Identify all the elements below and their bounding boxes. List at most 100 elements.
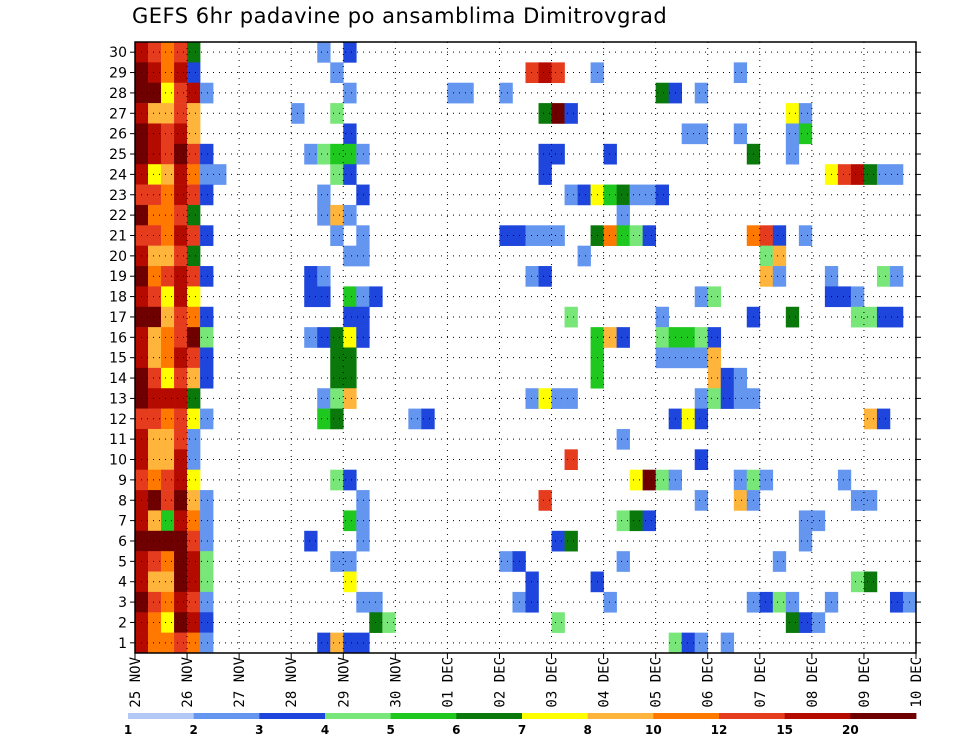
heatmap-cell <box>317 266 330 287</box>
heatmap-cell <box>695 348 708 369</box>
heatmap-cell <box>786 144 799 165</box>
heatmap-cell <box>356 286 369 307</box>
x-tick-label: 02 DEC <box>492 657 508 708</box>
heatmap-cell <box>161 286 174 307</box>
heatmap-cell <box>721 368 734 389</box>
heatmap-cell <box>174 185 187 206</box>
heatmap-cell <box>174 83 187 104</box>
heatmap-cell <box>786 103 799 124</box>
y-tick-label: 15 <box>109 351 127 367</box>
colorbar-swatch <box>522 713 588 719</box>
heatmap-cell <box>526 62 539 83</box>
y-tick-label: 11 <box>109 432 127 448</box>
y-tick-label: 16 <box>109 330 127 346</box>
heatmap-cell <box>161 185 174 206</box>
heatmap-cell <box>643 185 656 206</box>
heatmap-cell <box>552 103 565 124</box>
heatmap-cell <box>174 612 187 633</box>
heatmap-cell <box>864 307 877 328</box>
colorbar-swatch <box>456 713 522 719</box>
heatmap-cell <box>799 612 812 633</box>
heatmap-cell <box>565 103 578 124</box>
heatmap-cell <box>330 103 343 124</box>
colorbar-label: 8 <box>583 723 591 737</box>
heatmap-cell <box>200 633 213 654</box>
heatmap-cell <box>799 510 812 531</box>
heatmap-cell <box>552 388 565 409</box>
heatmap-cell <box>161 449 174 470</box>
heatmap-cell <box>695 409 708 430</box>
heatmap-cell <box>552 144 565 165</box>
heatmap-cell <box>330 470 343 491</box>
y-tick-label: 14 <box>109 371 127 387</box>
heatmap-cell <box>174 368 187 389</box>
heatmap-cell <box>604 592 617 613</box>
heatmap-cell <box>161 592 174 613</box>
heatmap-cell <box>565 307 578 328</box>
heatmap-cell <box>330 348 343 369</box>
heatmap-cell <box>799 531 812 552</box>
heatmap-cell <box>330 225 343 246</box>
colorbar-label: 15 <box>776 723 793 737</box>
x-tick-label: 06 DEC <box>701 657 717 708</box>
heatmap-cell <box>330 551 343 572</box>
y-tick-label: 3 <box>118 595 127 611</box>
x-tick-label: 30 NOV <box>388 656 404 707</box>
x-tick-label: 25 NOV <box>128 656 144 707</box>
heatmap-cell <box>643 510 656 531</box>
heatmap-cell <box>630 470 643 491</box>
heatmap-cell <box>174 449 187 470</box>
heatmap-cell <box>161 490 174 511</box>
heatmap-cell <box>356 185 369 206</box>
colorbar-swatch <box>194 713 260 719</box>
heatmap-cell <box>200 409 213 430</box>
heatmap-cell <box>174 246 187 267</box>
heatmap-cell <box>786 307 799 328</box>
colorbar-swatch <box>325 713 391 719</box>
colorbar-swatch <box>588 713 654 719</box>
heatmap-cell <box>200 348 213 369</box>
y-tick-label: 4 <box>118 575 127 591</box>
heatmap-cell <box>161 409 174 430</box>
y-tick-label: 9 <box>118 473 127 489</box>
heatmap-cell <box>174 144 187 165</box>
heatmap-cell <box>174 327 187 348</box>
heatmap-cell <box>773 266 786 287</box>
heatmap-cell <box>174 409 187 430</box>
heatmap-cell <box>174 592 187 613</box>
heatmap-cell <box>695 633 708 654</box>
heatmap-cell <box>161 633 174 654</box>
heatmap-cell <box>851 307 864 328</box>
heatmap-cell <box>317 205 330 226</box>
heatmap-cell <box>317 42 330 63</box>
y-tick-label: 18 <box>109 290 127 306</box>
x-tick-label: 28 NOV <box>284 656 300 707</box>
y-tick-label: 17 <box>109 310 127 326</box>
heatmap-cell <box>174 572 187 593</box>
heatmap-cell <box>695 449 708 470</box>
y-tick-label: 28 <box>109 86 127 102</box>
colorbar-label: 7 <box>518 723 526 737</box>
heatmap-cell <box>200 551 213 572</box>
heatmap-cell <box>695 83 708 104</box>
heatmap-cell <box>161 572 174 593</box>
heatmap-cell <box>174 103 187 124</box>
heatmap-cell <box>851 164 864 185</box>
y-tick-label: 2 <box>118 615 127 631</box>
heatmap-cell <box>161 266 174 287</box>
colorbar-label: 3 <box>255 723 263 737</box>
y-tick-label: 12 <box>109 412 127 428</box>
heatmap-cell <box>552 612 565 633</box>
heatmap-cell <box>786 123 799 144</box>
heatmap-cell <box>174 490 187 511</box>
heatmap-cell <box>200 510 213 531</box>
heatmap-cell <box>200 307 213 328</box>
colorbar-label: 12 <box>711 723 728 737</box>
heatmap-cell <box>877 409 890 430</box>
colorbar-swatch <box>653 713 719 719</box>
heatmap-cell <box>565 531 578 552</box>
heatmap-cell <box>161 348 174 369</box>
heatmap-cell <box>161 103 174 124</box>
y-tick-label: 25 <box>109 147 127 163</box>
heatmap-cell <box>174 123 187 144</box>
